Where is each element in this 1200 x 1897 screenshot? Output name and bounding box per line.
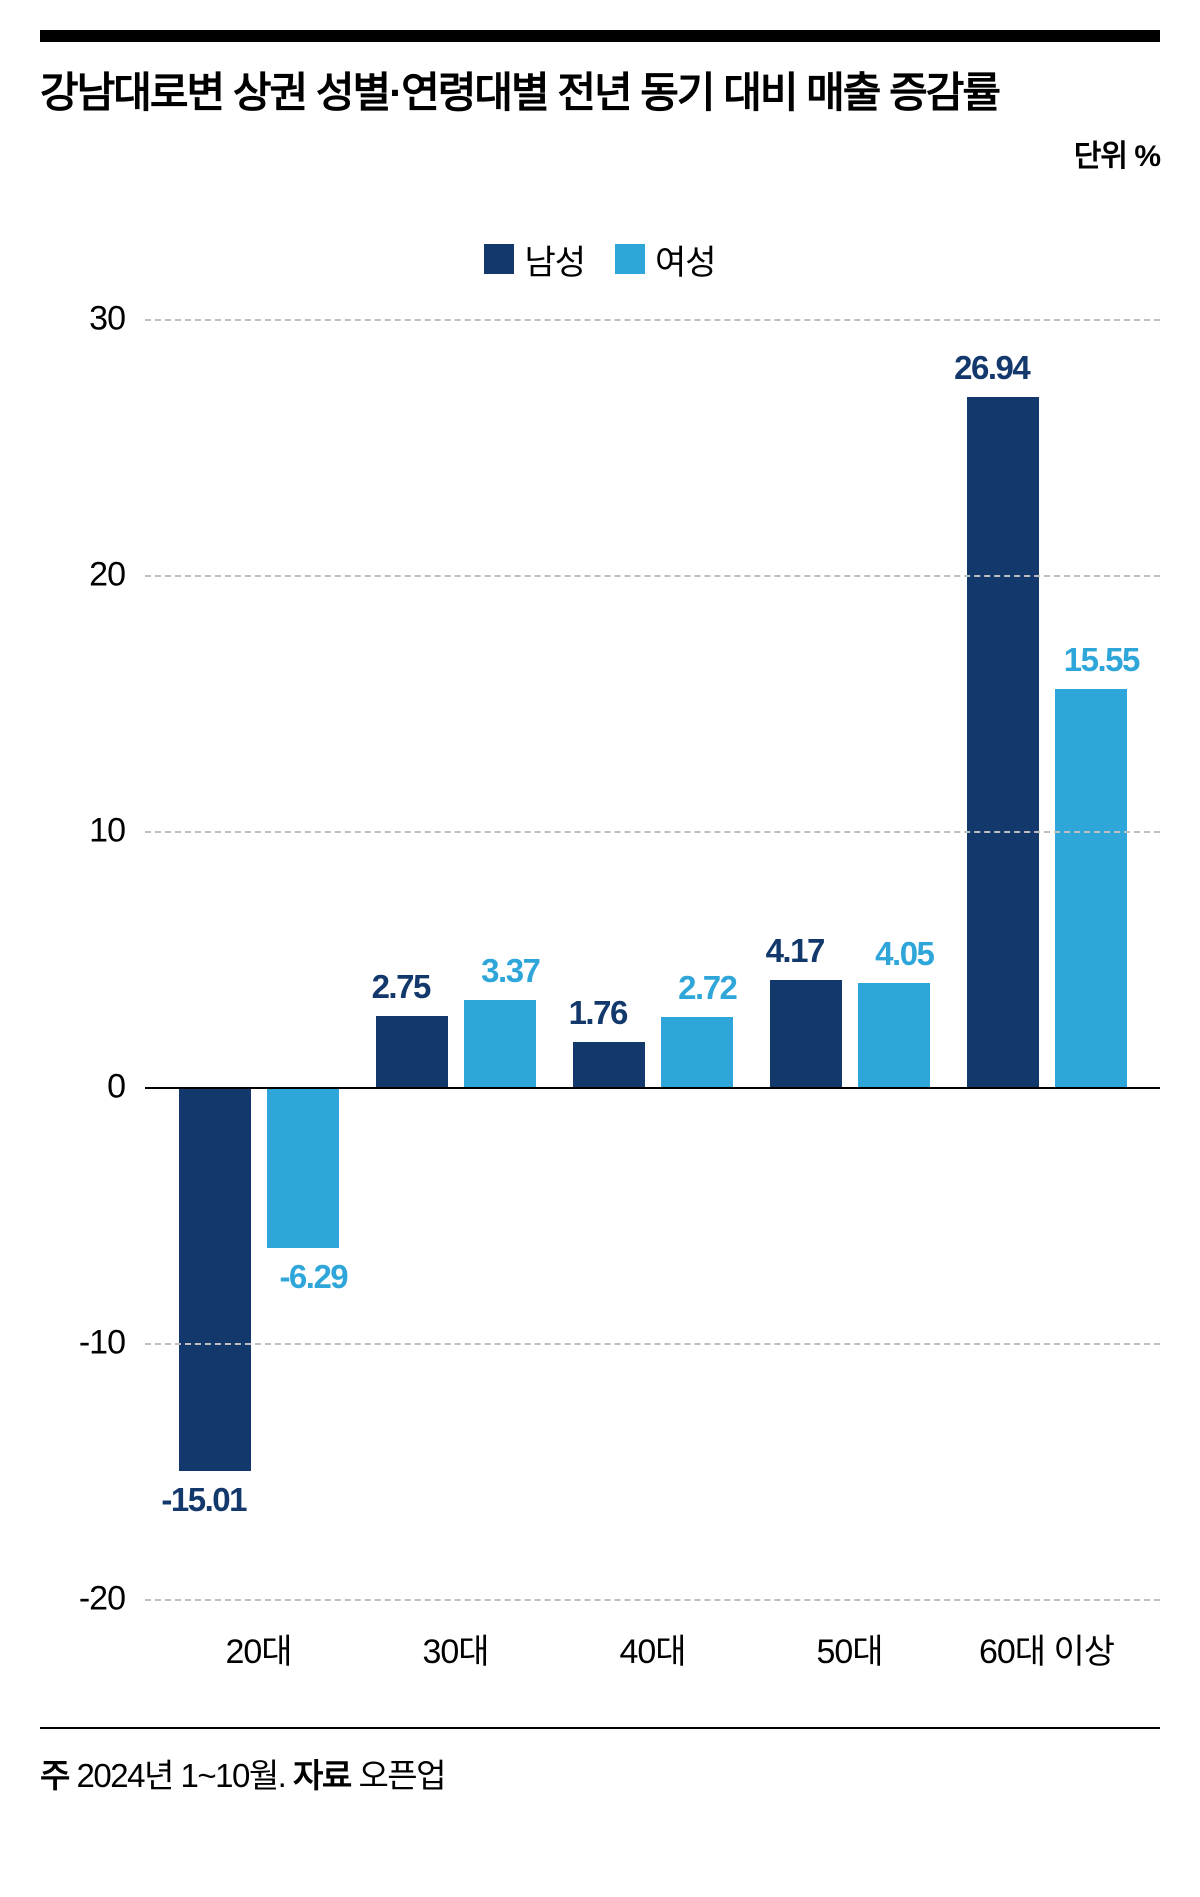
gridline [145, 1599, 1160, 1601]
female-bar-label: 4.05 [875, 935, 933, 973]
chart-area: -20-100102030 -15.01-6.292.753.371.762.7… [40, 319, 1160, 1699]
legend-male-label: 남성 [524, 235, 585, 284]
male-bar: 1.76 [573, 1042, 645, 1087]
male-bar: 2.75 [376, 1016, 448, 1086]
y-axis: -20-100102030 [40, 319, 145, 1599]
male-bar: 4.17 [770, 980, 842, 1087]
x-axis-label: 60대 이상 [962, 1624, 1132, 1673]
female-bar: 15.55 [1055, 689, 1127, 1087]
note-prefix: 주 [40, 1757, 69, 1794]
legend-male-swatch [484, 244, 514, 274]
x-axis-label: 20대 [174, 1624, 344, 1673]
female-bar: -6.29 [267, 1087, 339, 1248]
gridline [145, 1343, 1160, 1345]
male-bar: 26.94 [967, 397, 1039, 1087]
y-tick: -10 [79, 1323, 125, 1362]
zero-line [145, 1087, 1160, 1089]
unit-label: 단위 % [40, 131, 1160, 175]
plot-wrapper: -15.01-6.292.753.371.762.724.174.0526.94… [145, 319, 1160, 1699]
source-prefix: 자료 [293, 1757, 351, 1794]
y-tick: 10 [89, 811, 125, 850]
bar-group: 26.9415.55 [962, 319, 1132, 1599]
legend: 남성 여성 [40, 235, 1160, 284]
y-tick: 0 [107, 1067, 125, 1106]
source-text: 오픈업 [358, 1757, 445, 1794]
bar-group: 1.76 2.72 [568, 319, 738, 1599]
bar-group: -15.01-6.29 [174, 319, 344, 1599]
gridline [145, 831, 1160, 833]
gridline [145, 319, 1160, 321]
top-divider [40, 30, 1160, 42]
female-bar-label: 2.72 [678, 969, 736, 1007]
male-bar-label: -15.01 [161, 1481, 246, 1519]
chart-title: 강남대로변 상권 성별·연령대별 전년 동기 대비 매출 증감률 [40, 66, 1160, 121]
note-text: 2024년 1~10월. [77, 1757, 286, 1794]
bars-container: -15.01-6.292.753.371.762.724.174.0526.94… [145, 319, 1160, 1599]
x-axis-label: 50대 [765, 1624, 935, 1673]
male-bar-label: 4.17 [766, 932, 824, 970]
male-bar-label: 1.76 [569, 994, 627, 1032]
x-axis-label: 30대 [371, 1624, 541, 1673]
bar-group: 4.174.05 [765, 319, 935, 1599]
plot: -15.01-6.292.753.371.762.724.174.0526.94… [145, 319, 1160, 1599]
legend-male: 남성 [484, 235, 585, 284]
bar-group: 2.753.37 [371, 319, 541, 1599]
x-axis: 20대 30대 40대 50대 60대 이상 [145, 1599, 1160, 1673]
chart-container: 강남대로변 상권 성별·연령대별 전년 동기 대비 매출 증감률 단위 % 남성… [0, 0, 1200, 1837]
female-bar: 4.05 [858, 983, 930, 1087]
female-bar-label: 3.37 [481, 952, 539, 990]
male-bar: -15.01 [179, 1087, 251, 1471]
legend-female-swatch [615, 244, 645, 274]
female-bar-label: -6.29 [279, 1258, 347, 1296]
legend-female: 여성 [615, 235, 716, 284]
footer-note: 주 2024년 1~10월. 자료 오픈업 [40, 1749, 1160, 1797]
female-bar: 3.37 [464, 1000, 536, 1086]
male-bar-label: 2.75 [372, 968, 430, 1006]
bottom-divider [40, 1727, 1160, 1729]
female-bar: 2.72 [661, 1017, 733, 1087]
x-axis-label: 40대 [568, 1624, 738, 1673]
y-tick: 30 [89, 299, 125, 338]
male-bar-label: 26.94 [954, 349, 1029, 387]
legend-female-label: 여성 [655, 235, 716, 284]
female-bar-label: 15.55 [1064, 641, 1139, 679]
y-tick: 20 [89, 555, 125, 594]
gridline [145, 575, 1160, 577]
y-tick: -20 [79, 1579, 125, 1618]
